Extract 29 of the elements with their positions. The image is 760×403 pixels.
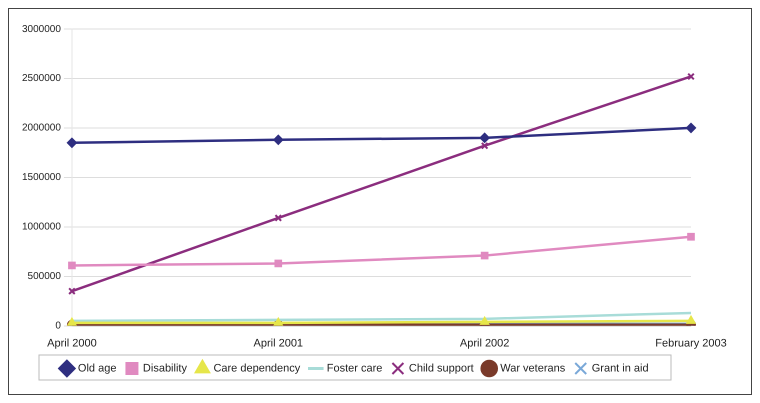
point <box>687 232 695 241</box>
y-tick-label: 1500000 <box>22 172 62 184</box>
legend-label: Care dependency <box>213 362 301 375</box>
point <box>273 134 284 145</box>
point <box>480 252 488 260</box>
point <box>480 316 490 325</box>
y-tick-label: 500000 <box>28 271 62 282</box>
legend-label: Old age <box>78 362 116 375</box>
x-tick-label: April 2000 <box>47 337 97 350</box>
legend-label: Disability <box>142 362 188 375</box>
legend-label: Grant in aid <box>592 362 649 375</box>
y-tick-label: 1000000 <box>22 222 62 233</box>
point <box>274 214 282 222</box>
point <box>686 122 696 133</box>
legend-label: Child support <box>408 362 474 375</box>
legend-label: War veterans <box>500 362 566 375</box>
y-tick-label: 2500000 <box>22 73 62 84</box>
legend-label: Foster care <box>326 362 382 375</box>
y-tick-label: 2000000 <box>22 122 62 134</box>
point <box>480 132 490 143</box>
x-tick-label: February 2003 <box>655 337 727 350</box>
point <box>480 142 488 150</box>
y-tick-label: 0 <box>55 320 62 332</box>
point <box>68 262 76 270</box>
x-tick-label: April 2002 <box>460 337 510 350</box>
point <box>274 260 282 268</box>
y-tick-label: 3000000 <box>22 24 62 35</box>
point <box>66 138 77 148</box>
x-tick-label: April 2001 <box>254 337 304 350</box>
